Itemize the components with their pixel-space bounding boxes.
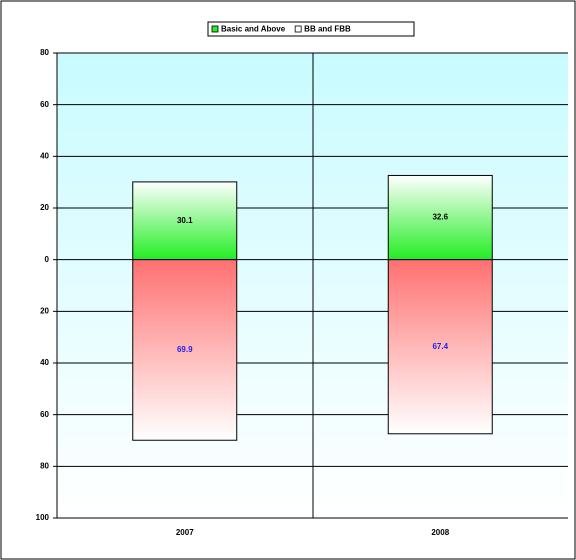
y-tick-label: 40 — [40, 358, 49, 367]
data-label: 67.4 — [432, 342, 448, 351]
legend-label: Basic and Above — [221, 25, 286, 34]
y-tick-label: 0 — [45, 255, 50, 264]
x-tick-label: 2008 — [431, 528, 449, 537]
bar — [132, 259, 238, 441]
y-tick-label: 20 — [40, 306, 49, 315]
bar — [387, 259, 493, 435]
y-tick-label: 100 — [36, 513, 50, 522]
y-tick-label: 80 — [40, 461, 49, 470]
y-tick-label: 20 — [40, 203, 49, 212]
data-label: 30.1 — [177, 216, 193, 225]
data-label: 32.6 — [432, 213, 448, 222]
legend-swatch — [294, 25, 302, 33]
data-label: 69.9 — [177, 345, 193, 354]
y-tick-label: 40 — [40, 151, 49, 160]
y-tick-label: 80 — [40, 48, 49, 57]
legend-box — [207, 21, 415, 37]
x-tick-label: 2007 — [176, 528, 194, 537]
legend-swatch — [211, 25, 219, 33]
legend-label: BB and FBB — [304, 25, 351, 34]
y-tick-label: 60 — [40, 410, 49, 419]
bar — [387, 174, 493, 261]
y-tick-label: 60 — [40, 100, 49, 109]
